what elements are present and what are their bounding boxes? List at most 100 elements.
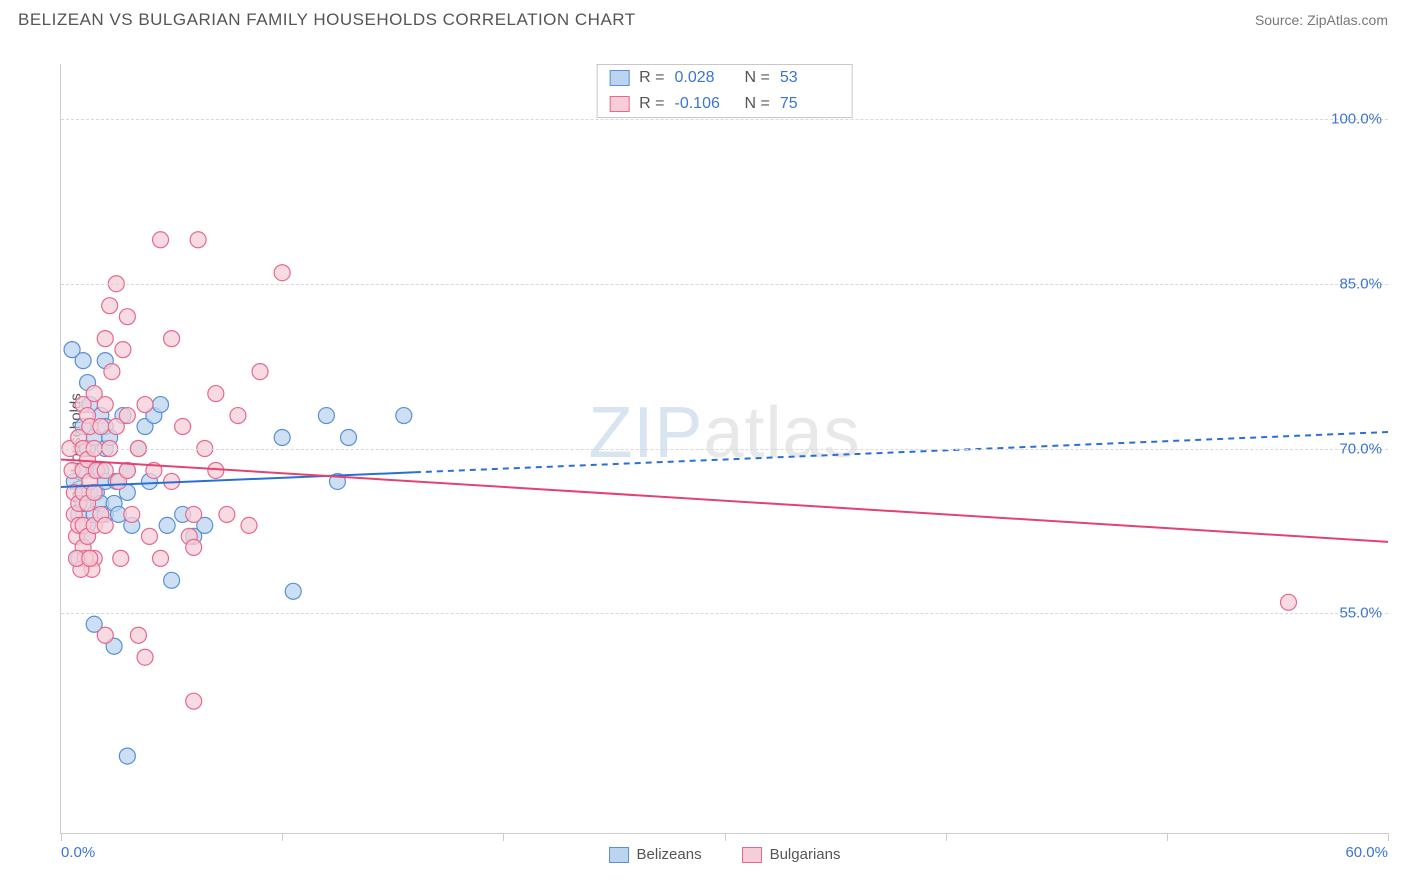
data-point	[64, 342, 80, 358]
data-point	[86, 430, 102, 446]
data-point	[84, 561, 100, 577]
data-point	[80, 528, 96, 544]
data-point	[113, 550, 129, 566]
stats-r-value-0: 0.028	[675, 69, 735, 87]
data-point	[97, 397, 113, 413]
legend-swatch-bulgarians	[742, 847, 762, 863]
data-point	[146, 408, 162, 424]
legend-label-belizeans: Belizeans	[637, 846, 702, 863]
stats-legend: R = 0.028 N = 53 R = -0.106 N = 75	[596, 64, 853, 118]
xtick	[503, 833, 504, 841]
data-point	[80, 375, 96, 391]
data-point	[86, 550, 102, 566]
data-point	[80, 451, 96, 467]
data-point	[93, 506, 109, 522]
stats-n-label-1: N =	[745, 95, 770, 113]
data-point	[71, 517, 87, 533]
stats-row-0: R = 0.028 N = 53	[597, 65, 852, 91]
stats-r-value-1: -0.106	[675, 95, 735, 113]
data-point	[93, 419, 109, 435]
data-point	[66, 506, 82, 522]
data-point	[68, 550, 84, 566]
trend-line	[61, 459, 1388, 541]
data-point	[64, 462, 80, 478]
stats-n-value-0: 53	[780, 69, 840, 87]
data-point	[181, 528, 197, 544]
data-point	[71, 506, 87, 522]
data-point	[86, 462, 102, 478]
xtick-label: 60.0%	[1345, 844, 1388, 861]
data-point	[141, 528, 157, 544]
data-point	[75, 462, 91, 478]
chart-header: BELIZEAN VS BULGARIAN FAMILY HOUSEHOLDS …	[0, 0, 1406, 38]
data-point	[82, 419, 98, 435]
ytick-label: 55.0%	[1339, 605, 1382, 622]
data-point	[75, 462, 91, 478]
data-point	[106, 638, 122, 654]
data-point	[97, 627, 113, 643]
legend-label-bulgarians: Bulgarians	[770, 846, 841, 863]
watermark-zip: ZIP	[588, 393, 703, 473]
data-point	[82, 484, 98, 500]
data-point	[197, 517, 213, 533]
data-point	[186, 693, 202, 709]
stats-row-1: R = -0.106 N = 75	[597, 91, 852, 117]
data-point	[274, 430, 290, 446]
gridline	[61, 613, 1388, 614]
data-point	[80, 528, 96, 544]
gridline	[61, 119, 1388, 120]
data-point	[208, 462, 224, 478]
data-point	[111, 473, 127, 489]
data-point	[285, 583, 301, 599]
data-point	[97, 331, 113, 347]
data-point	[93, 462, 109, 478]
data-point	[124, 517, 140, 533]
data-point	[82, 550, 98, 566]
data-point	[108, 473, 124, 489]
plot-area: ZIPatlas R = 0.028 N = 53 R = -0.106 N =…	[60, 64, 1388, 834]
watermark-atlas: atlas	[703, 393, 860, 473]
data-point	[68, 528, 84, 544]
data-point	[93, 408, 109, 424]
data-point	[104, 364, 120, 380]
ytick-label: 70.0%	[1339, 440, 1382, 457]
data-point	[86, 616, 102, 632]
data-point	[186, 539, 202, 555]
data-point	[164, 473, 180, 489]
chart-source: Source: ZipAtlas.com	[1255, 12, 1388, 28]
data-point	[75, 517, 91, 533]
data-point	[119, 462, 135, 478]
data-point	[75, 539, 91, 555]
data-point	[241, 517, 257, 533]
data-point	[190, 232, 206, 248]
data-point	[186, 528, 202, 544]
data-point	[80, 408, 96, 424]
data-point	[88, 484, 104, 500]
data-point	[75, 419, 91, 435]
data-point	[82, 473, 98, 489]
data-point	[75, 353, 91, 369]
data-point	[318, 408, 334, 424]
legend-item-bulgarians: Bulgarians	[742, 846, 841, 863]
data-point	[93, 495, 109, 511]
data-point	[97, 506, 113, 522]
swatch-belizeans	[609, 70, 629, 86]
data-point	[274, 265, 290, 281]
xtick	[61, 833, 62, 841]
data-point	[159, 517, 175, 533]
data-point	[71, 495, 87, 511]
legend-item-belizeans: Belizeans	[609, 846, 702, 863]
data-point	[341, 430, 357, 446]
trend-line-dashed	[415, 432, 1388, 472]
xtick	[725, 833, 726, 841]
data-point	[396, 408, 412, 424]
data-point	[119, 309, 135, 325]
data-point	[71, 430, 87, 446]
data-point	[66, 473, 82, 489]
data-point	[80, 517, 96, 533]
data-point	[130, 627, 146, 643]
bottom-legend: Belizeans Bulgarians	[609, 846, 841, 863]
data-point	[119, 748, 135, 764]
swatch-bulgarians	[609, 96, 629, 112]
data-point	[86, 484, 102, 500]
